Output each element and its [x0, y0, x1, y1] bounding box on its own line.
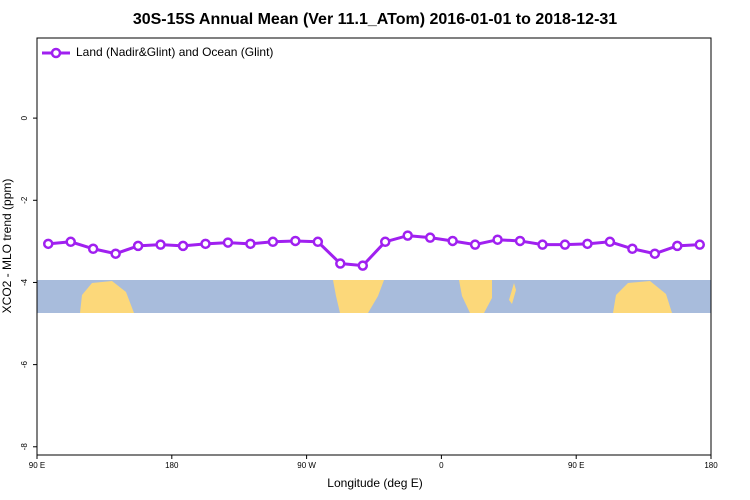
legend-label: Land (Nadir&Glint) and Ocean (Glint) [76, 45, 273, 59]
x-tick-label: 90 E [568, 461, 584, 470]
data-point [155, 239, 166, 250]
data-point [447, 235, 458, 247]
data-point [379, 236, 391, 248]
data-point [649, 248, 661, 259]
y-tick-label: -6 [20, 361, 29, 369]
x-tick-label: 90 E [29, 461, 45, 470]
x-tick-label: 180 [704, 461, 718, 470]
legend-marker [50, 47, 62, 59]
x-tick-label: 0 [439, 461, 444, 470]
y-axis-label: XCO2 - MLO trend (ppm) [0, 179, 14, 314]
series-line [48, 234, 700, 268]
data-point [537, 239, 548, 250]
y-tick-label: 0 [20, 115, 29, 120]
data-point [222, 237, 234, 248]
data-point [267, 236, 279, 248]
data-point [604, 236, 616, 248]
y-tick-label: -8 [20, 443, 29, 451]
data-point [87, 243, 99, 255]
data-point [627, 243, 638, 255]
data-point [424, 232, 436, 243]
data-point [559, 239, 571, 250]
legend: Land (Nadir&Glint) and Ocean (Glint) [42, 45, 273, 59]
data-point [245, 238, 256, 250]
x-tick-label: 90 W [297, 461, 316, 470]
data-point [357, 260, 369, 271]
data-point [469, 239, 481, 250]
x-axis-label: Longitude (deg E) [327, 476, 422, 490]
data-point [672, 240, 683, 252]
chart-title: 30S-15S Annual Mean (Ver 11.1_ATom) 2016… [133, 11, 617, 28]
y-tick-label: -4 [20, 278, 29, 286]
data-point [402, 230, 413, 241]
map-strip [37, 280, 711, 313]
y-tick-label: -2 [20, 196, 29, 204]
data-point [694, 239, 706, 250]
data-point [132, 240, 144, 252]
data-point [177, 240, 189, 252]
data-point [492, 234, 503, 245]
data-point [42, 238, 54, 250]
data-point [290, 235, 301, 247]
data-point [514, 235, 526, 247]
data-point [200, 238, 211, 250]
x-tick-label: 180 [165, 461, 179, 470]
data-point [110, 248, 121, 259]
plot-frame [36, 37, 712, 456]
data-point [335, 258, 346, 269]
data-point [582, 238, 593, 250]
data-point [312, 236, 324, 248]
data-point [65, 236, 76, 248]
